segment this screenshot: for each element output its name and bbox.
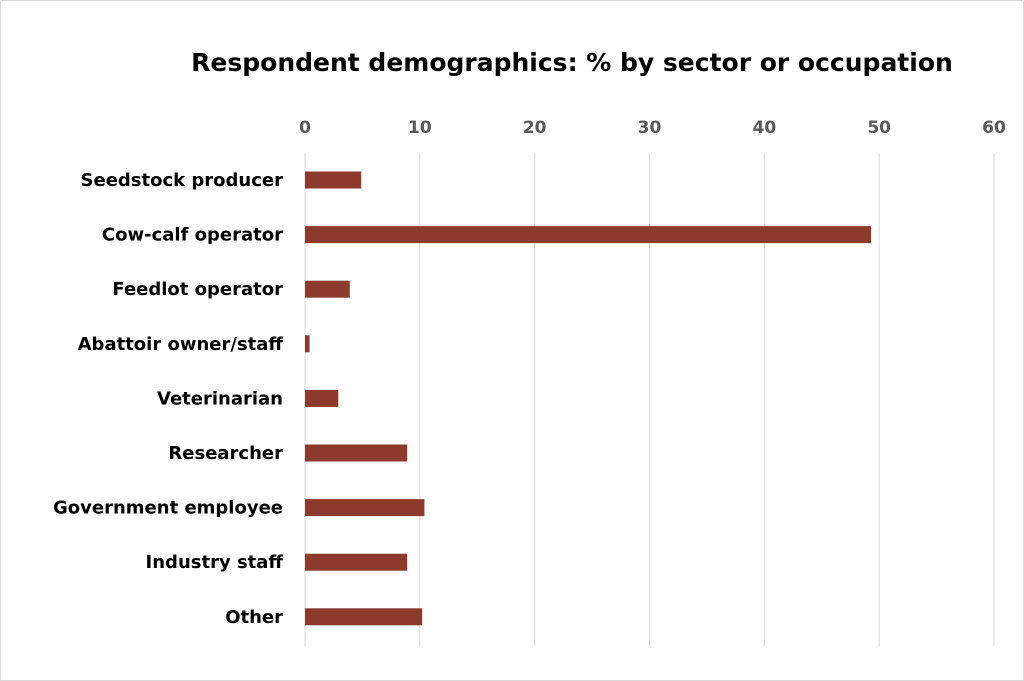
bars — [305, 171, 872, 626]
bar — [305, 389, 339, 407]
x-tick-label: 50 — [867, 118, 891, 138]
x-tick-label: 40 — [752, 118, 776, 138]
category-label: Government employee — [53, 498, 283, 519]
category-label: Veterinarian — [157, 388, 283, 409]
x-tick-label: 0 — [299, 118, 311, 138]
bar — [305, 171, 362, 189]
bar — [305, 499, 425, 517]
x-tick-label: 30 — [638, 118, 662, 138]
x-tick-label: 20 — [523, 118, 547, 138]
category-label: Other — [225, 607, 283, 628]
bar — [305, 444, 408, 462]
category-label: Seedstock producer — [81, 170, 284, 191]
chart-title: Respondent demographics: % by sector or … — [191, 48, 953, 77]
category-label: Cow-calf operator — [102, 225, 283, 246]
category-label: Feedlot operator — [112, 279, 283, 300]
category-label: Researcher — [168, 443, 283, 464]
x-tick-label: 10 — [408, 118, 432, 138]
category-labels: Seedstock producer Cow-calf operator Feedl… — [53, 170, 283, 628]
category-label: Abattoir owner/staff — [78, 334, 284, 355]
x-axis-ticks: 0 10 20 30 40 50 60 — [299, 118, 1006, 138]
x-tick-label: 60 — [982, 118, 1006, 138]
bar — [305, 280, 350, 298]
category-label: Industry staff — [146, 552, 284, 573]
bar — [305, 226, 872, 244]
bar — [305, 553, 408, 571]
bar — [305, 335, 310, 353]
bar — [305, 608, 423, 626]
